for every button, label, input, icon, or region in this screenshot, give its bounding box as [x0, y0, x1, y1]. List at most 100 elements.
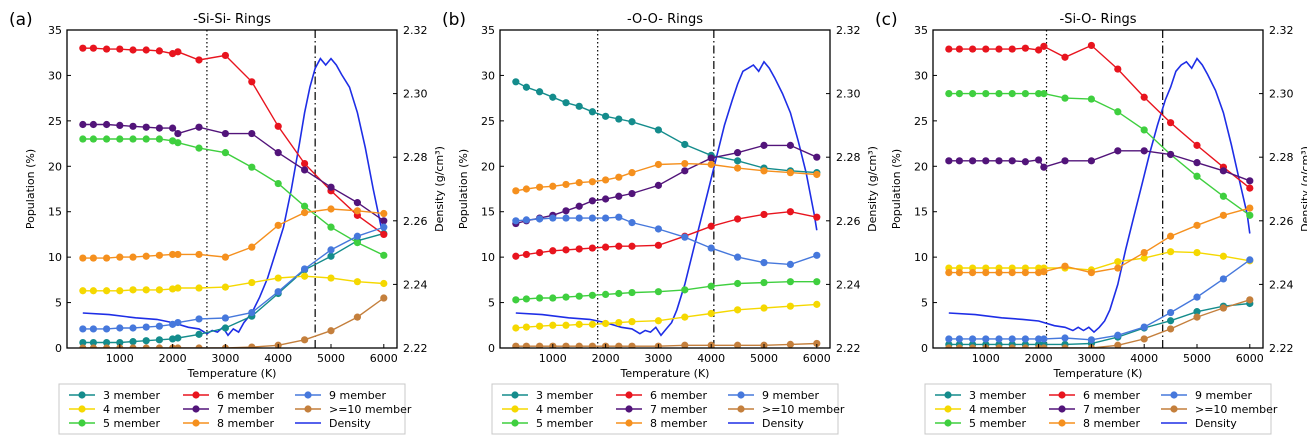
data-point	[1167, 150, 1175, 159]
data-point	[588, 108, 597, 116]
data-point	[760, 167, 768, 175]
data-point	[129, 338, 137, 346]
y2-axis-label: Density (g/cm³)	[1299, 146, 1307, 232]
data-point	[760, 304, 768, 312]
data-point	[681, 233, 689, 241]
series-m10	[512, 339, 821, 348]
data-point	[174, 139, 182, 147]
data-point	[301, 202, 309, 210]
series-m7	[512, 141, 821, 228]
data-point	[89, 325, 97, 333]
y2-axis-label: Density (g/cm³)	[866, 146, 879, 232]
y2-tick-label: 2.30	[1269, 88, 1294, 101]
data-point	[1246, 256, 1254, 264]
data-point	[1246, 184, 1254, 192]
y2-tick-label: 2.26	[403, 215, 428, 228]
data-point	[103, 45, 111, 53]
data-point	[1087, 157, 1095, 165]
data-point	[562, 207, 570, 215]
legend-swatch-marker	[78, 391, 86, 399]
series-m4	[945, 248, 1254, 274]
data-point	[813, 251, 821, 259]
y-tick-label: 10	[914, 251, 928, 264]
series-line	[515, 281, 817, 301]
data-point	[522, 295, 531, 303]
data-point	[615, 192, 623, 200]
data-point	[89, 44, 97, 52]
data-point	[602, 290, 610, 298]
data-point	[1167, 232, 1175, 240]
y-tick-label: 30	[48, 69, 62, 82]
y2-tick-label: 2.22	[403, 342, 428, 355]
data-point	[248, 129, 256, 138]
data-point	[522, 323, 531, 331]
data-point	[813, 300, 821, 308]
data-point	[327, 252, 335, 260]
data-point	[1008, 45, 1016, 53]
series-m3	[512, 78, 821, 177]
data-point	[760, 141, 768, 149]
panel-title: -O-O- Rings	[627, 12, 703, 27]
data-point	[116, 253, 124, 261]
legend-swatch-marker	[511, 405, 519, 413]
legend-item-m4: 4 member	[69, 403, 160, 416]
y2-tick-label: 2.28	[403, 151, 428, 164]
data-point	[155, 47, 163, 55]
plot-frame	[66, 29, 398, 349]
data-point	[786, 169, 795, 177]
data-point	[945, 344, 953, 348]
data-point	[588, 178, 597, 186]
data-point	[129, 344, 137, 348]
data-point	[734, 215, 742, 223]
legend-label: 9 member	[1195, 389, 1252, 402]
data-point	[380, 251, 388, 259]
data-point	[615, 242, 623, 250]
legend-item-density: Density	[295, 417, 371, 430]
series-m4	[512, 300, 821, 332]
data-point	[681, 286, 689, 294]
y-tick-label: 20	[481, 160, 495, 173]
legend-swatch-marker	[192, 405, 200, 413]
x-tick-label: 6000	[370, 352, 398, 365]
legend-item-density: Density	[1161, 417, 1237, 430]
data-point	[995, 157, 1003, 165]
data-point	[174, 344, 182, 348]
data-point	[654, 160, 663, 169]
series-line	[82, 297, 385, 348]
data-point	[955, 335, 964, 343]
data-point	[195, 330, 203, 338]
series-m5	[945, 90, 1254, 219]
data-point	[786, 260, 795, 269]
legend-label: 3 member	[103, 389, 160, 402]
data-point	[221, 253, 229, 261]
data-point	[1035, 90, 1043, 98]
y-tick-label: 0	[488, 342, 495, 355]
data-point	[615, 115, 623, 123]
legend-swatch-marker	[511, 419, 519, 427]
data-point	[654, 288, 663, 296]
data-point	[103, 120, 111, 129]
data-point	[155, 322, 163, 330]
data-point	[734, 253, 742, 261]
panel-1: (a) -Si-Si- Rings 1000 2000 3000 4000 5000 6000…	[9, 10, 446, 435]
data-point	[116, 338, 124, 347]
legend-item-m10: >=10 member	[1161, 403, 1278, 416]
data-point	[1246, 204, 1254, 212]
data-point	[628, 169, 636, 177]
data-point	[522, 216, 531, 224]
x-tick-label: 3000	[1077, 352, 1105, 365]
legend-item-density: Density	[728, 417, 804, 430]
data-point	[615, 289, 623, 298]
data-point	[734, 341, 742, 348]
data-point	[536, 342, 544, 348]
data-point	[327, 183, 335, 191]
x-tick-label: 2000	[1025, 352, 1053, 365]
density-line	[82, 57, 384, 337]
data-point	[512, 324, 520, 332]
legend-item-m4: 4 member	[502, 403, 593, 416]
data-point	[116, 121, 124, 129]
data-point	[274, 274, 282, 282]
legend-item-m7: 7 member	[616, 403, 707, 416]
data-point	[575, 102, 583, 110]
